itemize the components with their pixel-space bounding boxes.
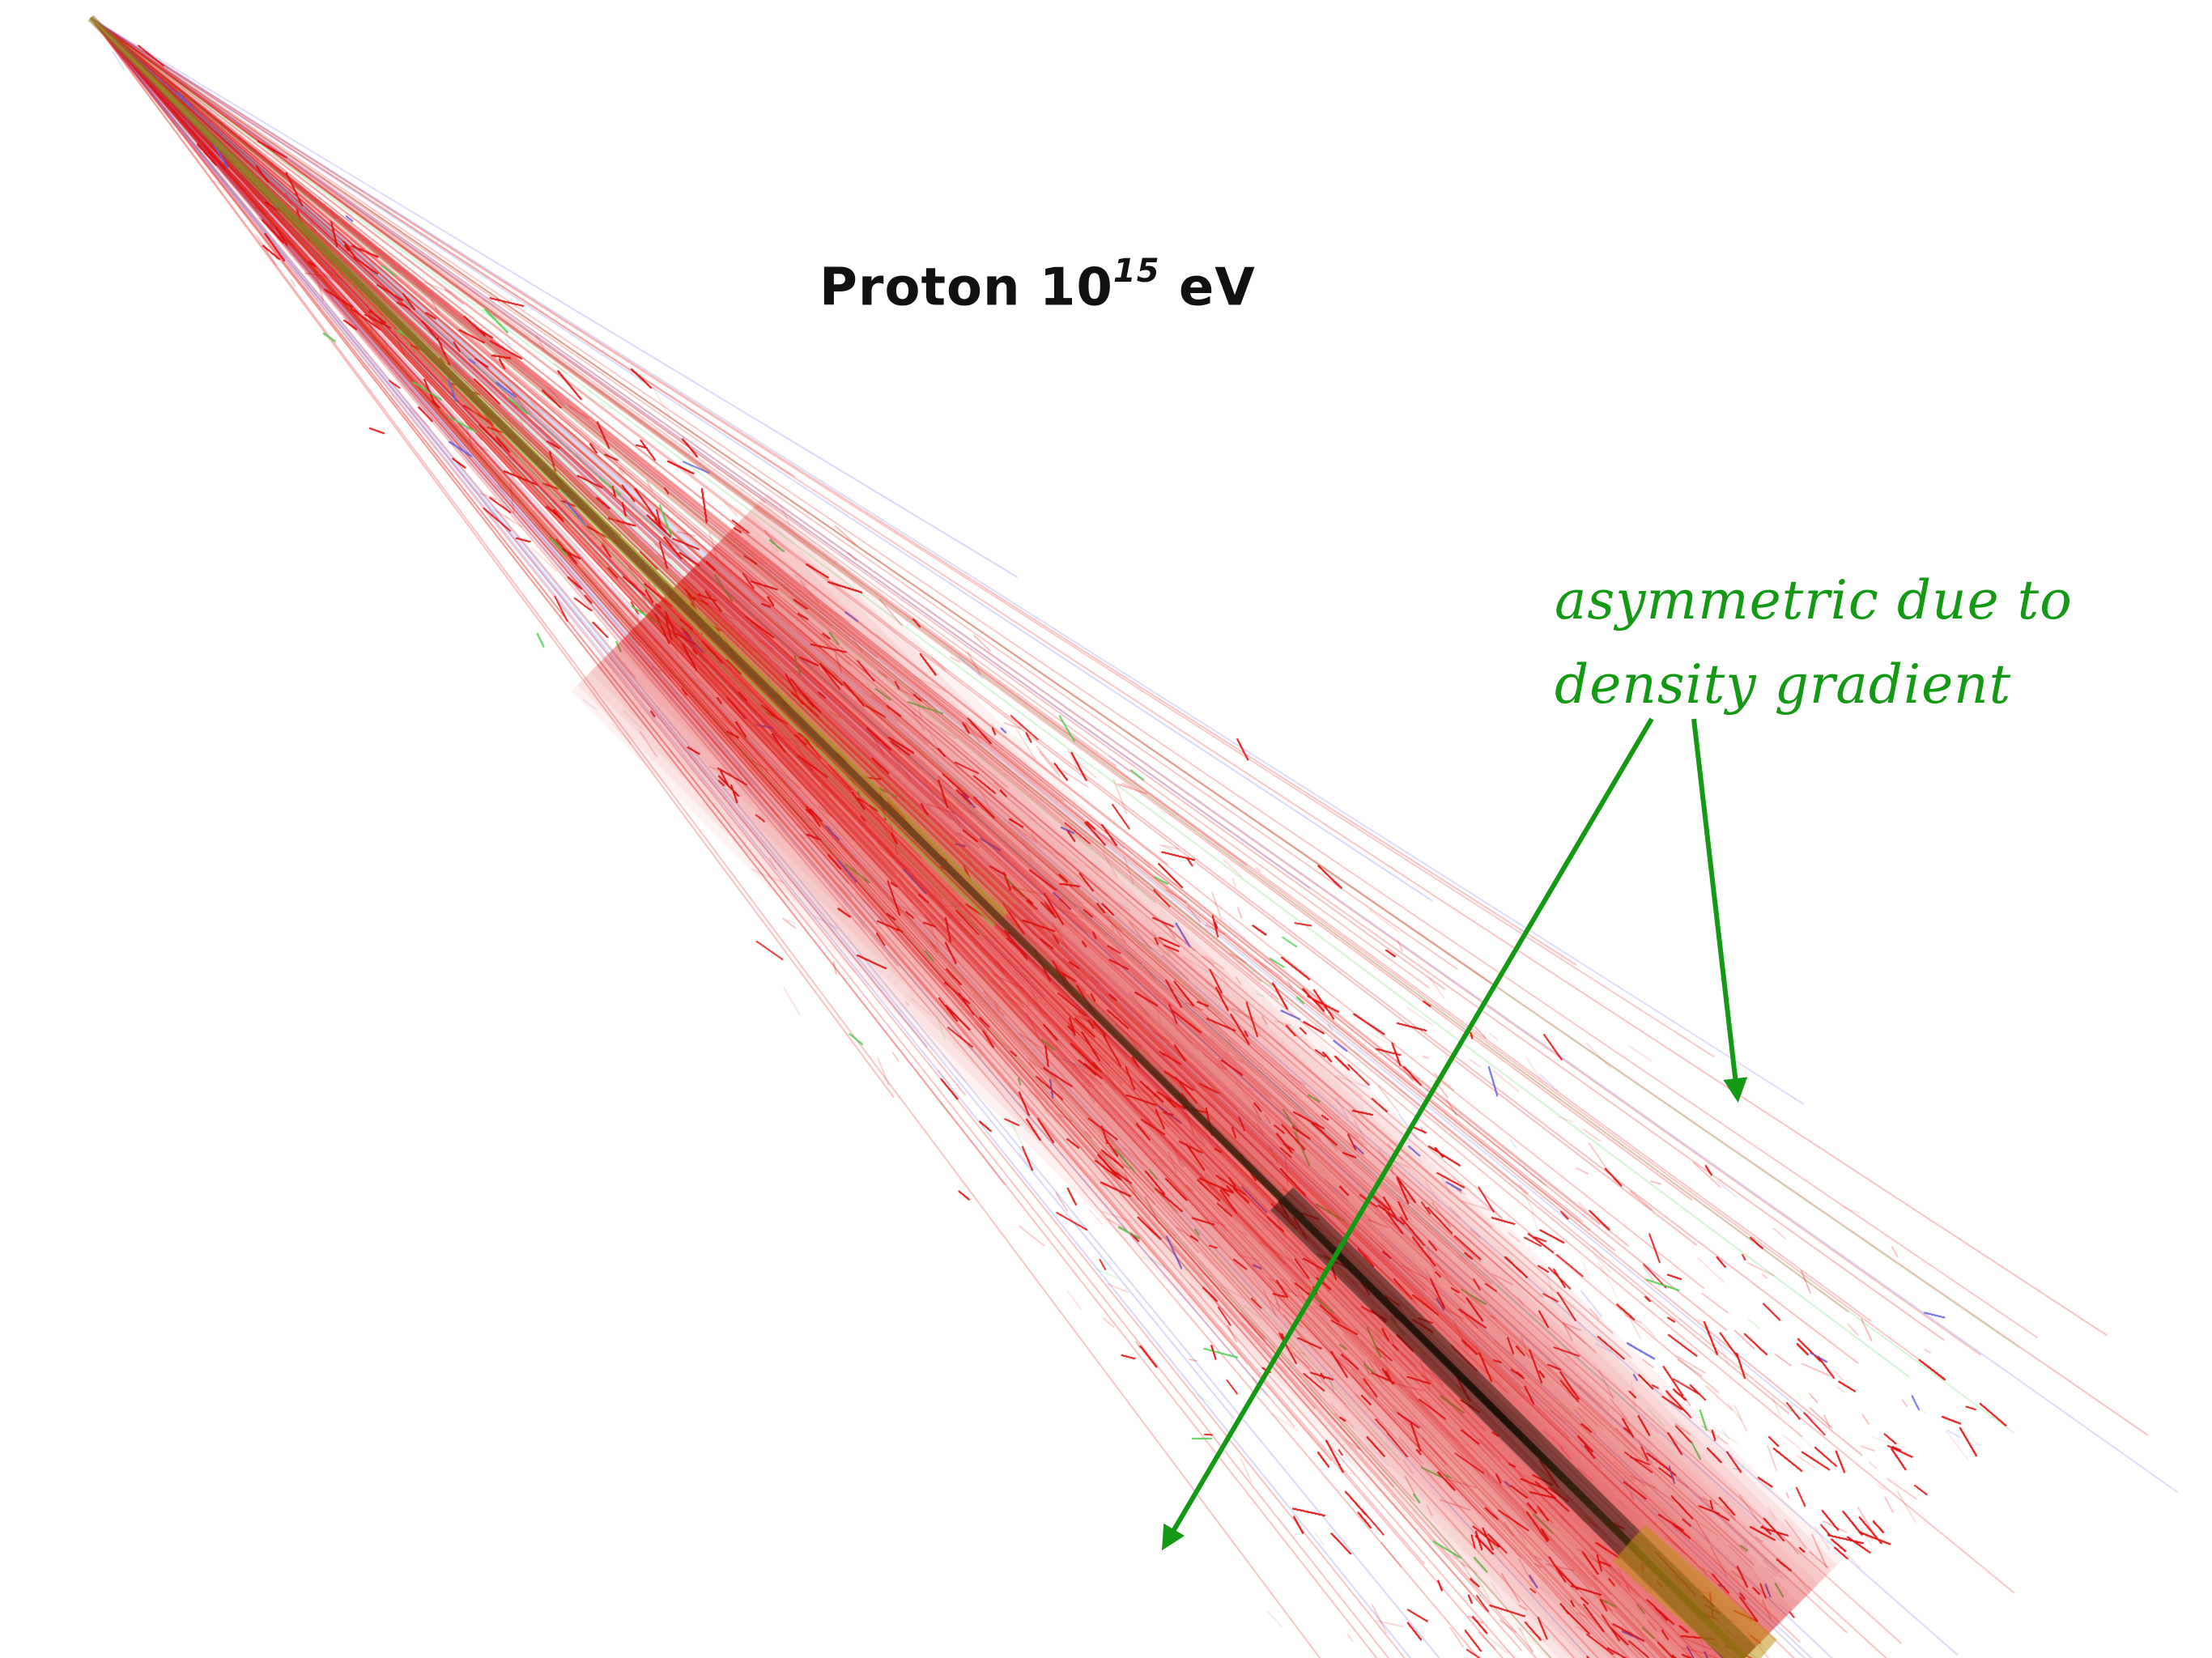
title-prefix: Proton 10: [819, 257, 1113, 318]
annotation-line-1: asymmetric due to: [1555, 569, 2073, 631]
title-exponent: 15: [1112, 253, 1160, 290]
shower-title: Proton 1015 eV: [819, 253, 1256, 318]
annotation-arrow-left: [1161, 717, 1654, 1551]
title-suffix: eV: [1159, 257, 1256, 318]
asymmetry-annotation: asymmetric due to density gradient: [1555, 559, 2073, 727]
annotation-arrow-right: [1691, 718, 1748, 1103]
annotation-line-2: density gradient: [1555, 653, 2012, 716]
